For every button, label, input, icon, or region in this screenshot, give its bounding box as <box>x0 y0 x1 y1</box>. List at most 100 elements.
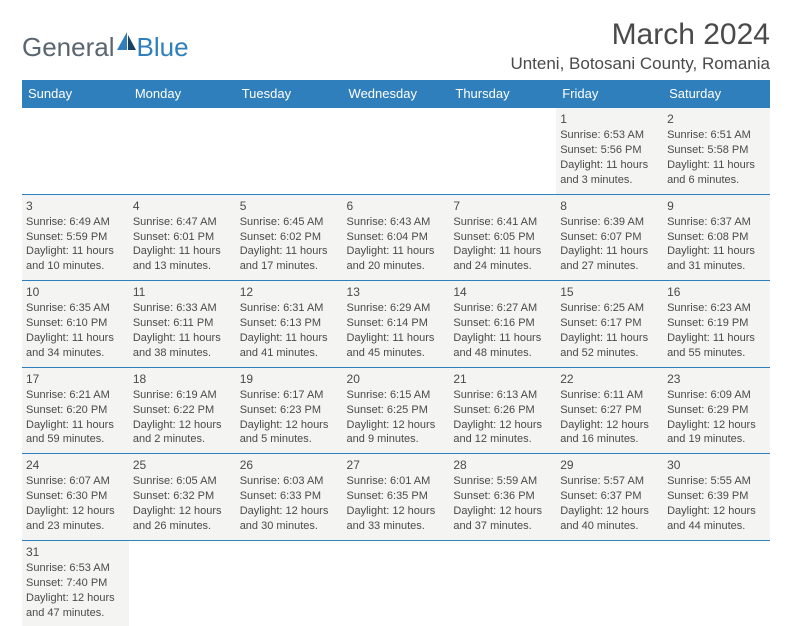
location-label: Unteni, Botosani County, Romania <box>510 54 770 74</box>
sunset-text: Sunset: 7:40 PM <box>26 576 125 591</box>
daylight-text: Daylight: 11 hours and 45 minutes. <box>347 331 446 361</box>
calendar-cell <box>236 540 343 626</box>
sunrise-text: Sunrise: 5:59 AM <box>453 474 552 489</box>
sunset-text: Sunset: 5:58 PM <box>667 143 766 158</box>
sunrise-text: Sunrise: 6:17 AM <box>240 388 339 403</box>
day-of-week-header: Wednesday <box>343 80 450 108</box>
sunrise-text: Sunrise: 6:33 AM <box>133 301 232 316</box>
sunset-text: Sunset: 6:07 PM <box>560 230 659 245</box>
sunset-text: Sunset: 6:32 PM <box>133 489 232 504</box>
calendar-cell: 6Sunrise: 6:43 AMSunset: 6:04 PMDaylight… <box>343 194 450 281</box>
daylight-text: Daylight: 12 hours and 30 minutes. <box>240 504 339 534</box>
daylight-text: Daylight: 11 hours and 59 minutes. <box>26 418 125 448</box>
calendar-cell <box>449 108 556 195</box>
sunrise-text: Sunrise: 6:05 AM <box>133 474 232 489</box>
day-of-week-header: Monday <box>129 80 236 108</box>
sunset-text: Sunset: 6:39 PM <box>667 489 766 504</box>
sunset-text: Sunset: 6:36 PM <box>453 489 552 504</box>
calendar-cell: 17Sunrise: 6:21 AMSunset: 6:20 PMDayligh… <box>22 367 129 454</box>
calendar-cell: 18Sunrise: 6:19 AMSunset: 6:22 PMDayligh… <box>129 367 236 454</box>
day-number: 11 <box>133 284 232 300</box>
calendar-cell: 7Sunrise: 6:41 AMSunset: 6:05 PMDaylight… <box>449 194 556 281</box>
day-number: 4 <box>133 198 232 214</box>
calendar-cell: 29Sunrise: 5:57 AMSunset: 6:37 PMDayligh… <box>556 454 663 541</box>
page-header: General Blue March 2024 Unteni, Botosani… <box>22 18 770 74</box>
sunset-text: Sunset: 5:56 PM <box>560 143 659 158</box>
day-number: 20 <box>347 371 446 387</box>
sunrise-text: Sunrise: 6:53 AM <box>26 561 125 576</box>
sunset-text: Sunset: 6:17 PM <box>560 316 659 331</box>
calendar-cell: 3Sunrise: 6:49 AMSunset: 5:59 PMDaylight… <box>22 194 129 281</box>
day-number: 14 <box>453 284 552 300</box>
sunset-text: Sunset: 6:33 PM <box>240 489 339 504</box>
sunrise-text: Sunrise: 6:31 AM <box>240 301 339 316</box>
sunset-text: Sunset: 6:20 PM <box>26 403 125 418</box>
calendar-cell <box>236 108 343 195</box>
calendar-cell: 15Sunrise: 6:25 AMSunset: 6:17 PMDayligh… <box>556 281 663 368</box>
logo: General Blue <box>22 18 189 69</box>
day-number: 2 <box>667 111 766 127</box>
sunset-text: Sunset: 6:01 PM <box>133 230 232 245</box>
calendar-cell: 22Sunrise: 6:11 AMSunset: 6:27 PMDayligh… <box>556 367 663 454</box>
daylight-text: Daylight: 11 hours and 41 minutes. <box>240 331 339 361</box>
day-number: 22 <box>560 371 659 387</box>
calendar-cell: 30Sunrise: 5:55 AMSunset: 6:39 PMDayligh… <box>663 454 770 541</box>
sunset-text: Sunset: 6:05 PM <box>453 230 552 245</box>
sunset-text: Sunset: 6:04 PM <box>347 230 446 245</box>
sunrise-text: Sunrise: 6:13 AM <box>453 388 552 403</box>
sunset-text: Sunset: 6:10 PM <box>26 316 125 331</box>
day-number: 10 <box>26 284 125 300</box>
calendar-cell: 4Sunrise: 6:47 AMSunset: 6:01 PMDaylight… <box>129 194 236 281</box>
sunset-text: Sunset: 6:11 PM <box>133 316 232 331</box>
calendar-cell <box>663 540 770 626</box>
day-of-week-header: Thursday <box>449 80 556 108</box>
sunset-text: Sunset: 6:35 PM <box>347 489 446 504</box>
day-number: 21 <box>453 371 552 387</box>
calendar-week-row: 1Sunrise: 6:53 AMSunset: 5:56 PMDaylight… <box>22 108 770 195</box>
title-block: March 2024 Unteni, Botosani County, Roma… <box>510 18 770 74</box>
day-number: 24 <box>26 457 125 473</box>
calendar-week-row: 24Sunrise: 6:07 AMSunset: 6:30 PMDayligh… <box>22 454 770 541</box>
calendar-cell: 28Sunrise: 5:59 AMSunset: 6:36 PMDayligh… <box>449 454 556 541</box>
calendar-cell: 10Sunrise: 6:35 AMSunset: 6:10 PMDayligh… <box>22 281 129 368</box>
daylight-text: Daylight: 11 hours and 55 minutes. <box>667 331 766 361</box>
sunset-text: Sunset: 6:26 PM <box>453 403 552 418</box>
day-number: 17 <box>26 371 125 387</box>
sunrise-text: Sunrise: 6:35 AM <box>26 301 125 316</box>
sunset-text: Sunset: 6:37 PM <box>560 489 659 504</box>
daylight-text: Daylight: 12 hours and 9 minutes. <box>347 418 446 448</box>
day-number: 6 <box>347 198 446 214</box>
daylight-text: Daylight: 11 hours and 34 minutes. <box>26 331 125 361</box>
day-number: 18 <box>133 371 232 387</box>
day-number: 12 <box>240 284 339 300</box>
daylight-text: Daylight: 12 hours and 44 minutes. <box>667 504 766 534</box>
daylight-text: Daylight: 11 hours and 27 minutes. <box>560 244 659 274</box>
calendar-cell: 16Sunrise: 6:23 AMSunset: 6:19 PMDayligh… <box>663 281 770 368</box>
calendar-cell: 20Sunrise: 6:15 AMSunset: 6:25 PMDayligh… <box>343 367 450 454</box>
day-number: 15 <box>560 284 659 300</box>
calendar-cell: 14Sunrise: 6:27 AMSunset: 6:16 PMDayligh… <box>449 281 556 368</box>
sunrise-text: Sunrise: 6:37 AM <box>667 215 766 230</box>
calendar-cell: 5Sunrise: 6:45 AMSunset: 6:02 PMDaylight… <box>236 194 343 281</box>
day-of-week-header: Sunday <box>22 80 129 108</box>
daylight-text: Daylight: 12 hours and 5 minutes. <box>240 418 339 448</box>
calendar-week-row: 10Sunrise: 6:35 AMSunset: 6:10 PMDayligh… <box>22 281 770 368</box>
sunrise-text: Sunrise: 6:01 AM <box>347 474 446 489</box>
calendar-cell <box>449 540 556 626</box>
calendar-cell: 26Sunrise: 6:03 AMSunset: 6:33 PMDayligh… <box>236 454 343 541</box>
day-number: 19 <box>240 371 339 387</box>
sunrise-text: Sunrise: 6:47 AM <box>133 215 232 230</box>
day-number: 27 <box>347 457 446 473</box>
calendar-cell <box>556 540 663 626</box>
sunrise-text: Sunrise: 6:39 AM <box>560 215 659 230</box>
day-number: 31 <box>26 544 125 560</box>
daylight-text: Daylight: 12 hours and 12 minutes. <box>453 418 552 448</box>
logo-word1: General <box>22 32 115 63</box>
sunrise-text: Sunrise: 6:11 AM <box>560 388 659 403</box>
day-number: 28 <box>453 457 552 473</box>
calendar-cell: 21Sunrise: 6:13 AMSunset: 6:26 PMDayligh… <box>449 367 556 454</box>
month-title: March 2024 <box>510 18 770 52</box>
day-number: 30 <box>667 457 766 473</box>
daylight-text: Daylight: 12 hours and 47 minutes. <box>26 591 125 621</box>
calendar-cell <box>343 540 450 626</box>
